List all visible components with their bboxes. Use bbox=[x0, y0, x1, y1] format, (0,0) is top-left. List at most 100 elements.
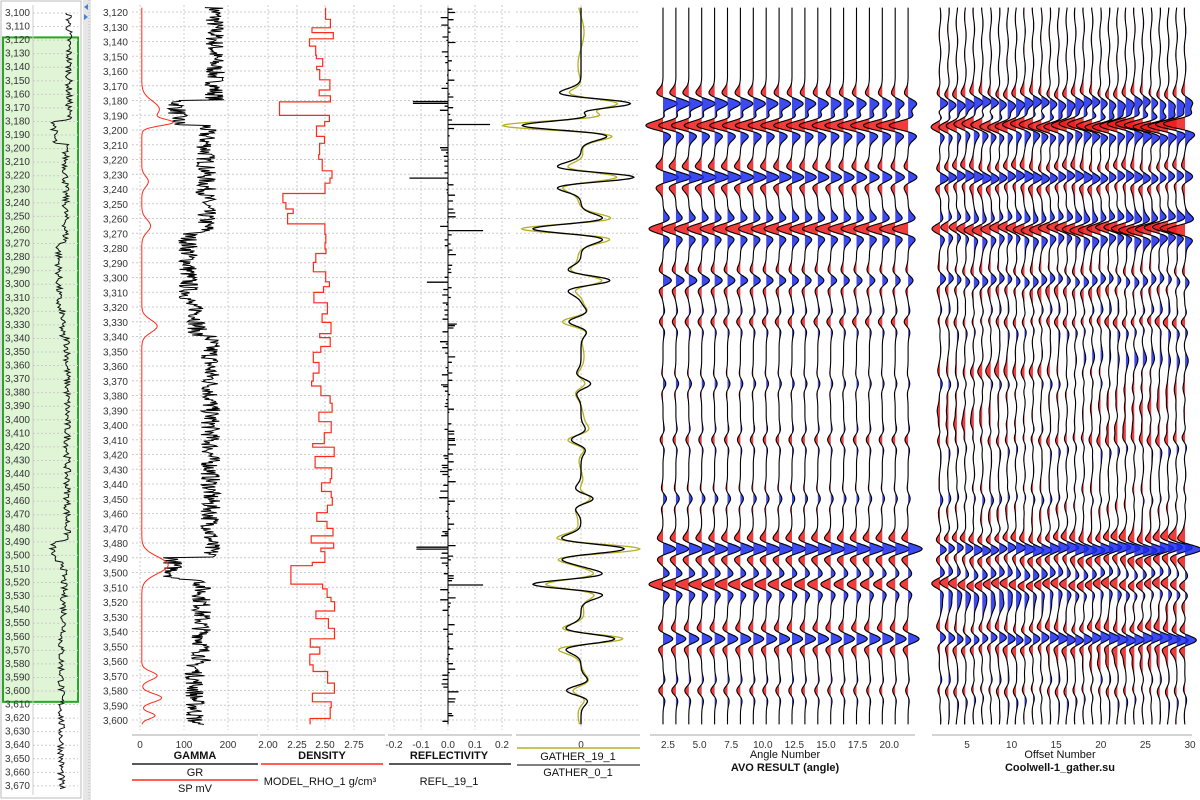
depth-label: 3,460 bbox=[103, 510, 128, 521]
offset-trace-wiggle bbox=[1140, 7, 1175, 725]
axis-tick-label: 2.25 bbox=[287, 740, 307, 751]
overview-gamma-curve bbox=[48, 12, 74, 790]
overview-depth-label: 3,230 bbox=[5, 184, 30, 195]
offset-trace-wiggle bbox=[1106, 7, 1141, 725]
offset-trace-positive-fill bbox=[1125, 25, 1141, 712]
depth-label: 3,160 bbox=[103, 67, 128, 78]
depth-label: 3,380 bbox=[103, 392, 128, 403]
offset-trace-wiggle bbox=[1050, 7, 1080, 725]
offset-trace-positive-fill bbox=[1041, 9, 1052, 725]
avo-trace-negative-fill bbox=[863, 78, 883, 697]
overview-depth-label: 3,630 bbox=[5, 727, 30, 738]
offset-trace-negative-fill bbox=[962, 7, 974, 725]
depth-label: 3,590 bbox=[103, 701, 128, 712]
offset-trace-wiggle bbox=[1123, 7, 1158, 725]
collapse-left-icon[interactable] bbox=[84, 4, 88, 10]
avo-trace-positive-fill bbox=[908, 7, 923, 725]
gather-footer: GATHER_19_1 GATHER_0_1 bbox=[517, 747, 640, 779]
avo-trace-wiggle bbox=[772, 7, 807, 725]
axis-tick-label: 2.75 bbox=[344, 740, 364, 751]
depth-label: 3,600 bbox=[103, 716, 128, 727]
offset-trace-negative-fill bbox=[1010, 7, 1025, 725]
depth-label: 3,150 bbox=[103, 52, 128, 63]
depth-label: 3,420 bbox=[103, 451, 128, 462]
expand-right-icon[interactable] bbox=[84, 14, 88, 20]
overview-depth-label: 3,200 bbox=[5, 144, 30, 155]
avo-trace-negative-fill bbox=[735, 77, 754, 697]
avo-trace-wiggle bbox=[862, 7, 897, 725]
coolwell-gather-track: 5 10 15 20 25 30 bbox=[930, 7, 1200, 751]
offset-trace-negative-fill bbox=[1155, 8, 1177, 725]
density-curve bbox=[278, 7, 336, 725]
overview-depth-label: 3,660 bbox=[5, 767, 30, 778]
offset-trace-wiggle bbox=[1084, 7, 1114, 725]
depth-label: 3,270 bbox=[103, 229, 128, 240]
offset-trace-wiggle bbox=[1043, 7, 1070, 725]
avo-trace-wiggle bbox=[785, 7, 820, 725]
avo-trace-positive-fill bbox=[688, 7, 704, 725]
offset-trace-negative-fill bbox=[1148, 7, 1169, 725]
offset-trace-negative-fill bbox=[1163, 7, 1186, 725]
gr-curve bbox=[163, 7, 225, 725]
depth-label: 3,250 bbox=[103, 200, 128, 211]
depth-label: 3,120 bbox=[103, 8, 128, 19]
overview-depth-label: 3,650 bbox=[5, 754, 30, 765]
gamma-footer: GAMMA GR SP mV bbox=[132, 750, 258, 795]
overview-depth-label: 3,390 bbox=[5, 401, 30, 412]
overview-depth-label: 3,540 bbox=[5, 605, 30, 616]
grid-lines bbox=[132, 5, 640, 730]
depth-label: 3,400 bbox=[103, 421, 128, 432]
offset-trace-wiggle bbox=[1058, 7, 1089, 725]
overview-depth-label: 3,240 bbox=[5, 198, 30, 209]
overview-depth-label: 3,670 bbox=[5, 781, 30, 792]
overview-depth-label: 3,110 bbox=[6, 22, 31, 33]
depth-label: 3,300 bbox=[103, 274, 128, 285]
gather-19-curve bbox=[501, 7, 642, 725]
offset-trace-wiggle bbox=[1075, 7, 1106, 725]
depth-label: 3,200 bbox=[103, 126, 128, 137]
offset-trace-wiggle bbox=[979, 7, 1000, 725]
avo-trace-negative-fill bbox=[889, 78, 909, 697]
overview-depth-label: 3,370 bbox=[5, 374, 30, 385]
depth-label: 3,280 bbox=[103, 244, 128, 255]
overview-depth-label: 3,130 bbox=[5, 49, 30, 60]
avo-trace-wiggle bbox=[696, 7, 730, 725]
overview-panel[interactable]: 3,100 3,110 3,120 3,130 3,140 3,150 3,160 3,170… bbox=[0, 0, 82, 799]
overview-depth-label: 3,100 bbox=[5, 8, 30, 19]
avo-trace-wiggle bbox=[734, 7, 768, 725]
reflectivity-track: -0.2 -0.1 0.0 0.1 0.2 bbox=[385, 7, 512, 751]
overview-depth-label: 3,590 bbox=[5, 672, 30, 683]
panel-splitter[interactable] bbox=[83, 0, 91, 800]
avo-footer: Angle Number AVO RESULT (angle) bbox=[731, 749, 840, 774]
avo-trace-negative-fill bbox=[645, 7, 663, 725]
offset-trace-wiggle bbox=[994, 7, 1017, 725]
axis-tick-label: 30 bbox=[1184, 740, 1196, 751]
avo-trace-wiggle bbox=[683, 7, 717, 725]
depth-label: 3,470 bbox=[103, 524, 128, 535]
gamma-title: GAMMA bbox=[174, 750, 217, 762]
offset-trace-wiggle bbox=[1027, 7, 1053, 725]
offset-trace-wiggle bbox=[1147, 7, 1183, 725]
offset-trace-wiggle bbox=[1066, 7, 1098, 725]
avo-trace-positive-fill bbox=[714, 7, 729, 725]
offset-trace-wiggle bbox=[1099, 7, 1132, 725]
avo-trace-wiggle bbox=[798, 7, 833, 725]
axis-tick-label: 20.0 bbox=[879, 740, 899, 751]
avo-xlabel: Angle Number bbox=[750, 749, 821, 761]
overview-depth-label: 3,140 bbox=[5, 62, 30, 73]
avo-trace-negative-fill bbox=[812, 7, 831, 725]
offset-trace-wiggle bbox=[953, 7, 975, 725]
overview-depth-label: 3,360 bbox=[5, 361, 30, 372]
overview-depth-label: 3,350 bbox=[5, 347, 30, 358]
avo-trace-positive-fill bbox=[869, 97, 884, 714]
depth-label: 3,330 bbox=[103, 318, 128, 329]
axis-tick-label: 25 bbox=[1140, 740, 1152, 751]
overview-depth-label: 3,170 bbox=[5, 103, 30, 114]
gather-0-curve bbox=[521, 7, 636, 725]
overview-depth-label: 3,450 bbox=[5, 483, 30, 494]
overview-depth-label: 3,440 bbox=[5, 469, 30, 480]
offset-trace-positive-fill bbox=[1024, 7, 1036, 725]
depth-label: 3,320 bbox=[103, 303, 128, 314]
avo-trace-negative-fill bbox=[799, 78, 818, 697]
offset-trace-positive-fill bbox=[1016, 7, 1026, 725]
